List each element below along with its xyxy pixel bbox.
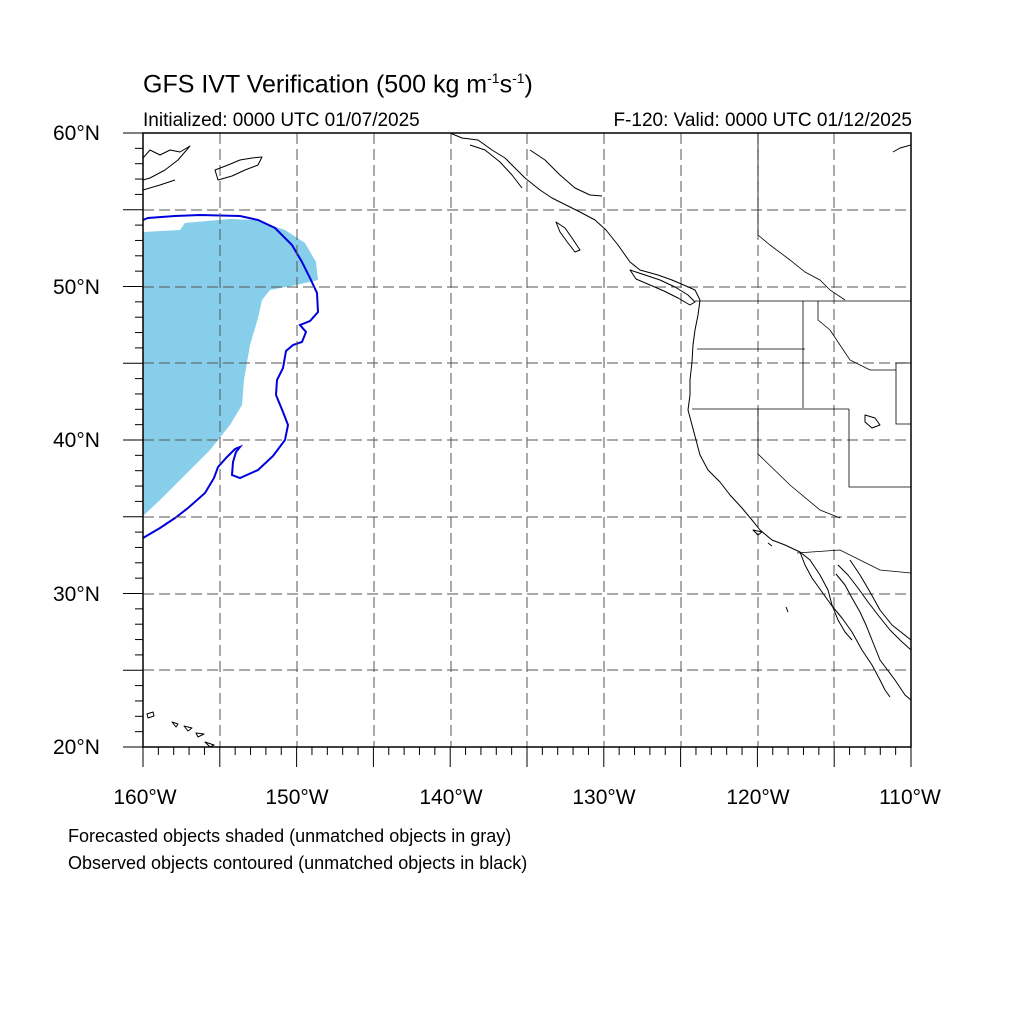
lat-label-60: 60°N — [53, 122, 100, 145]
lon-label-160w: 160°W — [113, 786, 177, 809]
map-title: GFS IVT Verification (500 kg m-1s-1) — [143, 70, 533, 99]
forecast-legend-note: Forecasted objects shaded (unmatched obj… — [68, 826, 512, 846]
political-borders — [692, 133, 911, 574]
lon-label-120w: 120°W — [726, 786, 790, 809]
forecast-object-shading — [143, 219, 318, 516]
coastlines — [143, 133, 911, 747]
observed-legend-note: Observed objects contoured (unmatched ob… — [68, 853, 528, 873]
lon-label-130w: 130°W — [572, 786, 636, 809]
lat-label-20: 20°N — [53, 736, 100, 759]
lon-label-150w: 150°W — [265, 786, 329, 809]
lon-label-140w: 140°W — [419, 786, 483, 809]
graticule — [143, 133, 911, 747]
lat-label-50: 50°N — [53, 276, 100, 299]
observed-object-contour — [142, 213, 320, 539]
valid-time: F-120: Valid: 0000 UTC 01/12/2025 — [613, 110, 912, 131]
axis-ticks — [123, 132, 912, 767]
lon-label-110w: 110°W — [879, 786, 941, 809]
lat-label-30: 30°N — [53, 583, 100, 606]
lat-label-40: 40°N — [53, 429, 100, 452]
initialized-time: Initialized: 0000 UTC 01/07/2025 — [143, 110, 420, 131]
